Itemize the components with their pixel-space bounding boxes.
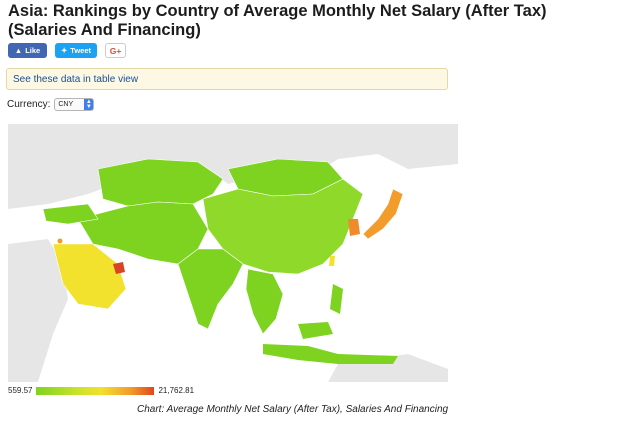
currency-selector: Currency: CNY ▲ ▼ (7, 98, 95, 111)
legend-min: 559.57 (8, 386, 33, 395)
twitter-bird-icon: ✦ (61, 46, 68, 55)
country-taiwan[interactable] (329, 256, 335, 266)
table-view-box: See these data in table view (6, 68, 448, 90)
tweet-button[interactable]: ✦ Tweet (55, 43, 97, 58)
country-philippines[interactable] (330, 284, 343, 314)
page-title: Asia: Rankings by Country of Average Mon… (8, 2, 547, 39)
thumbs-up-icon: ▲ (14, 46, 23, 55)
currency-selected-value: CNY (58, 101, 74, 108)
country-uae[interactable] (113, 262, 125, 274)
country-japan[interactable] (362, 188, 404, 240)
legend-max: 21,762.81 (158, 386, 195, 395)
chart-caption: Chart: Average Monthly Net Salary (After… (137, 404, 449, 415)
chevron-updown-icon: ▲ ▼ (84, 98, 94, 110)
currency-label: Currency: (7, 99, 51, 110)
choropleth-map[interactable] (8, 124, 458, 382)
country-southeast-asia[interactable] (245, 268, 284, 335)
table-view-link[interactable]: See these data in table view (13, 73, 139, 85)
country-turkey[interactable] (42, 203, 99, 225)
color-legend: 559.57 21,762.81 (8, 386, 194, 395)
country-south-korea[interactable] (348, 219, 360, 236)
currency-select[interactable]: CNY ▲ ▼ (54, 98, 95, 111)
like-label: Like (25, 46, 41, 55)
google-plus-button[interactable]: G+ (105, 43, 126, 58)
country-indonesia[interactable] (263, 344, 398, 364)
social-buttons: ▲ Like ✦ Tweet G+ (8, 43, 126, 58)
country-israel[interactable] (57, 238, 63, 244)
legend-gradient (36, 386, 155, 395)
russia-europe-nodata (8, 124, 458, 209)
country-india[interactable] (177, 248, 244, 330)
facebook-like-button[interactable]: ▲ Like (8, 43, 47, 58)
country-saudi-arabia[interactable] (52, 243, 127, 310)
tweet-label: Tweet (70, 46, 91, 55)
country-borneo[interactable] (298, 322, 333, 339)
map-svg (8, 124, 458, 382)
australia-nodata (328, 354, 448, 382)
google-plus-label: G+ (109, 45, 122, 56)
africa-nodata (8, 239, 68, 382)
